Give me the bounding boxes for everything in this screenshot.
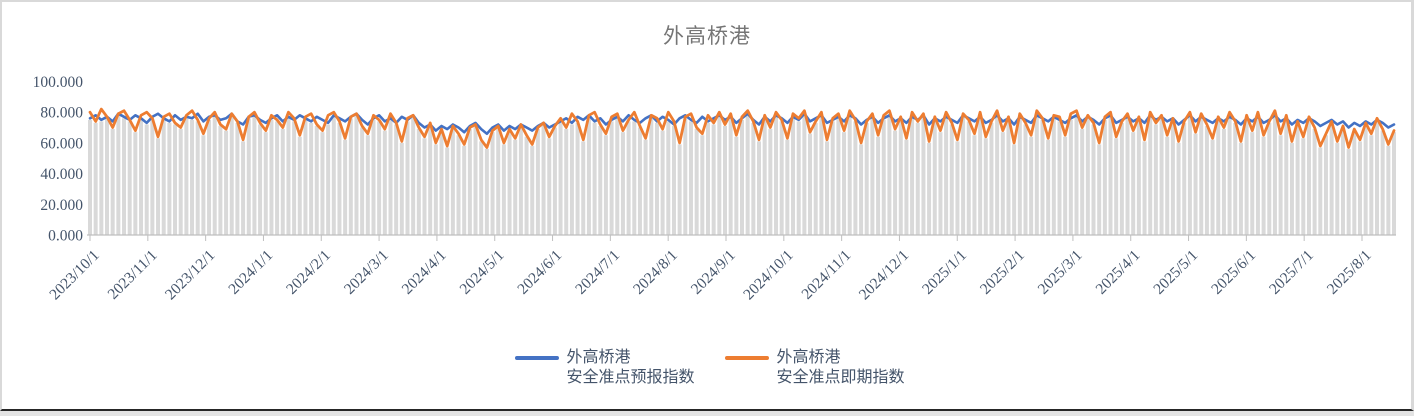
legend-labels: 外高桥港 安全准点预报指数 (566, 348, 694, 388)
svg-text:80.000: 80.000 (40, 105, 83, 122)
svg-text:2024/7/1: 2024/7/1 (572, 247, 623, 298)
bottom-border-strip (0, 411, 1414, 416)
svg-text:100.000: 100.000 (33, 74, 84, 91)
svg-text:60.000: 60.000 (40, 135, 83, 152)
legend: 外高桥港 安全准点预报指数 外高桥港 安全准点即期指数 (514, 348, 905, 388)
svg-text:2025/4/1: 2025/4/1 (1093, 247, 1144, 298)
svg-text:20.000: 20.000 (40, 197, 83, 214)
drop-lines (88, 115, 1396, 235)
svg-text:2024/3/1: 2024/3/1 (341, 247, 392, 298)
forecast-series-swatch (514, 356, 559, 360)
svg-text:2023/10/1: 2023/10/1 (46, 247, 102, 303)
spot-series-swatch (724, 356, 769, 360)
svg-text:2025/1/1: 2025/1/1 (919, 247, 970, 298)
y-axis-labels: 0.000 20.000 40.000 60.000 80.000 100.000 (33, 74, 84, 245)
svg-text:2025/6/1: 2025/6/1 (1208, 247, 1259, 298)
legend-item-forecast[interactable]: 外高桥港 安全准点预报指数 (514, 348, 695, 388)
spot-series-line (88, 107, 1396, 149)
svg-text:2024/9/1: 2024/9/1 (688, 247, 739, 298)
legend-item-spot[interactable]: 外高桥港 安全准点即期指数 (724, 348, 905, 388)
svg-text:2023/11/1: 2023/11/1 (105, 247, 161, 303)
svg-text:2024/11/1: 2024/11/1 (798, 247, 854, 303)
svg-text:2024/6/1: 2024/6/1 (514, 247, 565, 298)
svg-text:2025/3/1: 2025/3/1 (1035, 247, 1086, 298)
svg-text:2025/5/1: 2025/5/1 (1150, 247, 1201, 298)
svg-text:2025/2/1: 2025/2/1 (977, 247, 1028, 298)
svg-text:2025/7/1: 2025/7/1 (1266, 247, 1317, 298)
plot-svg: 0.000 20.000 40.000 60.000 80.000 100.000 2023… (33, 74, 1396, 303)
chart-title[interactable]: 外高桥港 (663, 25, 751, 48)
x-axis-labels: 2023/10/1 2023/11/1 2023/12/1 2024/1/1 2024/… (46, 247, 1374, 303)
x-axis (87, 234, 1396, 241)
svg-text:2025/8/1: 2025/8/1 (1324, 247, 1375, 298)
legend-spot-line2: 安全准点即期指数 (776, 369, 905, 386)
svg-text:2024/4/1: 2024/4/1 (399, 247, 450, 298)
svg-text:2024/8/1: 2024/8/1 (630, 247, 681, 298)
legend-labels: 外高桥港 安全准点即期指数 (777, 348, 905, 388)
legend-forecast-line2: 安全准点预报指数 (566, 369, 695, 386)
svg-text:0.000: 0.000 (48, 228, 83, 245)
legend-spot-line1: 外高桥港 (776, 349, 841, 366)
svg-text:2024/12/1: 2024/12/1 (856, 247, 912, 303)
svg-text:2024/10/1: 2024/10/1 (740, 247, 796, 303)
svg-text:2023/12/1: 2023/12/1 (162, 247, 218, 303)
svg-text:40.000: 40.000 (40, 166, 83, 183)
svg-text:2024/1/1: 2024/1/1 (225, 247, 276, 298)
svg-text:2024/5/1: 2024/5/1 (457, 247, 508, 298)
svg-text:2024/2/1: 2024/2/1 (283, 247, 334, 298)
legend-forecast-line1: 外高桥港 (566, 349, 631, 366)
